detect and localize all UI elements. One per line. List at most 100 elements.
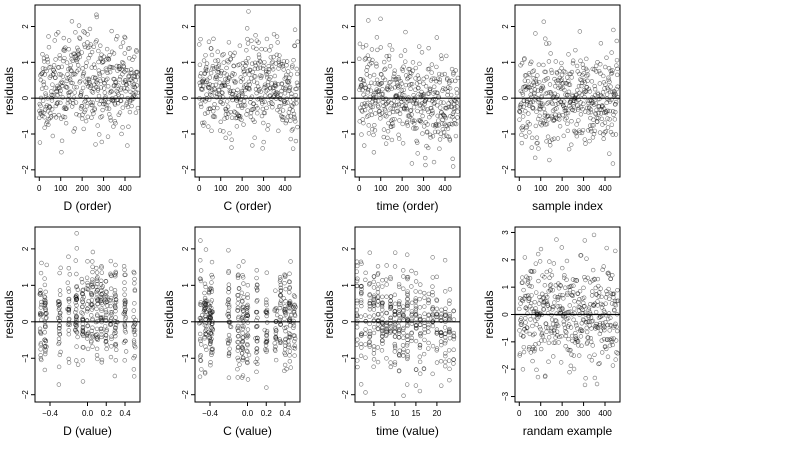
- data-point: [451, 106, 457, 112]
- data-point: [532, 87, 538, 92]
- data-point: [451, 336, 457, 342]
- data-point: [378, 71, 384, 77]
- data-point: [412, 118, 417, 123]
- data-point: [363, 95, 368, 100]
- data-point: [295, 83, 301, 88]
- data-point: [294, 80, 300, 86]
- data-point: [409, 112, 414, 117]
- data-point: [534, 290, 539, 295]
- data-point: [563, 344, 568, 349]
- data-point: [292, 353, 297, 358]
- data-point: [46, 122, 51, 127]
- data-point: [264, 320, 270, 325]
- data-point: [48, 64, 53, 70]
- data-point: [122, 287, 127, 292]
- data-point: [367, 331, 373, 337]
- data-point: [518, 102, 523, 108]
- data-point: [434, 360, 440, 365]
- data-point: [392, 292, 398, 298]
- data-point: [388, 79, 393, 85]
- x-tick-label: 200: [235, 184, 249, 193]
- data-point: [551, 304, 556, 310]
- data-point: [197, 374, 203, 379]
- data-point: [55, 100, 61, 105]
- data-point: [211, 66, 217, 71]
- data-point: [133, 90, 138, 95]
- data-point: [227, 131, 232, 136]
- data-point: [369, 112, 374, 118]
- data-point: [53, 57, 58, 62]
- data-point: [447, 298, 452, 303]
- x-tick-label: 400: [598, 409, 612, 418]
- data-point: [605, 108, 610, 114]
- data-point: [119, 86, 124, 91]
- data-point: [59, 138, 65, 144]
- data-point: [209, 93, 214, 98]
- data-point: [358, 353, 364, 358]
- data-point: [283, 352, 288, 357]
- data-point: [602, 344, 608, 349]
- data-point: [544, 121, 550, 127]
- data-point: [105, 76, 110, 82]
- data-point: [202, 322, 208, 328]
- data-point: [407, 74, 413, 79]
- data-point: [66, 331, 72, 337]
- data-point: [116, 64, 122, 69]
- data-point: [287, 359, 293, 364]
- data-point: [614, 350, 619, 355]
- data-point: [436, 118, 441, 123]
- data-point: [580, 62, 586, 67]
- data-point: [99, 270, 105, 275]
- data-point: [526, 298, 531, 303]
- data-point: [571, 317, 576, 322]
- x-tick-label: 300: [577, 409, 591, 418]
- data-point: [405, 355, 410, 360]
- data-point: [413, 271, 419, 276]
- data-point: [426, 145, 431, 151]
- data-point: [240, 313, 246, 318]
- data-point: [244, 348, 249, 353]
- data-point: [239, 375, 245, 380]
- data-point: [578, 100, 583, 105]
- data-point: [56, 382, 62, 387]
- data-point: [98, 298, 104, 303]
- data-point: [58, 265, 63, 271]
- data-point: [254, 275, 259, 281]
- data-point: [254, 299, 259, 304]
- data-point: [418, 333, 423, 339]
- data-point: [287, 290, 292, 295]
- data-point: [599, 116, 604, 121]
- data-point: [557, 113, 562, 119]
- data-point: [129, 67, 134, 72]
- data-point: [570, 107, 575, 113]
- data-point: [201, 58, 207, 63]
- data-point: [270, 105, 275, 110]
- data-points: [517, 19, 621, 166]
- data-point: [208, 360, 213, 365]
- data-point: [601, 73, 606, 79]
- data-point: [101, 59, 106, 64]
- data-point: [579, 321, 584, 326]
- data-point: [553, 59, 558, 64]
- data-point: [413, 65, 418, 71]
- data-points: [517, 232, 621, 388]
- data-point: [250, 69, 255, 75]
- data-point: [582, 238, 587, 243]
- data-point: [392, 68, 397, 73]
- data-point: [430, 371, 435, 377]
- data-point: [612, 117, 618, 122]
- x-tick-label: 0: [197, 184, 202, 193]
- data-point: [379, 80, 385, 86]
- data-point: [245, 349, 250, 354]
- data-point: [405, 289, 410, 294]
- data-point: [126, 81, 132, 86]
- data-point: [210, 350, 215, 355]
- data-point: [287, 309, 292, 314]
- data-point: [523, 134, 528, 139]
- data-point: [90, 90, 96, 95]
- data-point: [453, 99, 458, 104]
- data-point: [229, 115, 235, 120]
- data-point: [602, 327, 607, 333]
- data-point: [57, 331, 62, 337]
- data-point: [92, 65, 98, 70]
